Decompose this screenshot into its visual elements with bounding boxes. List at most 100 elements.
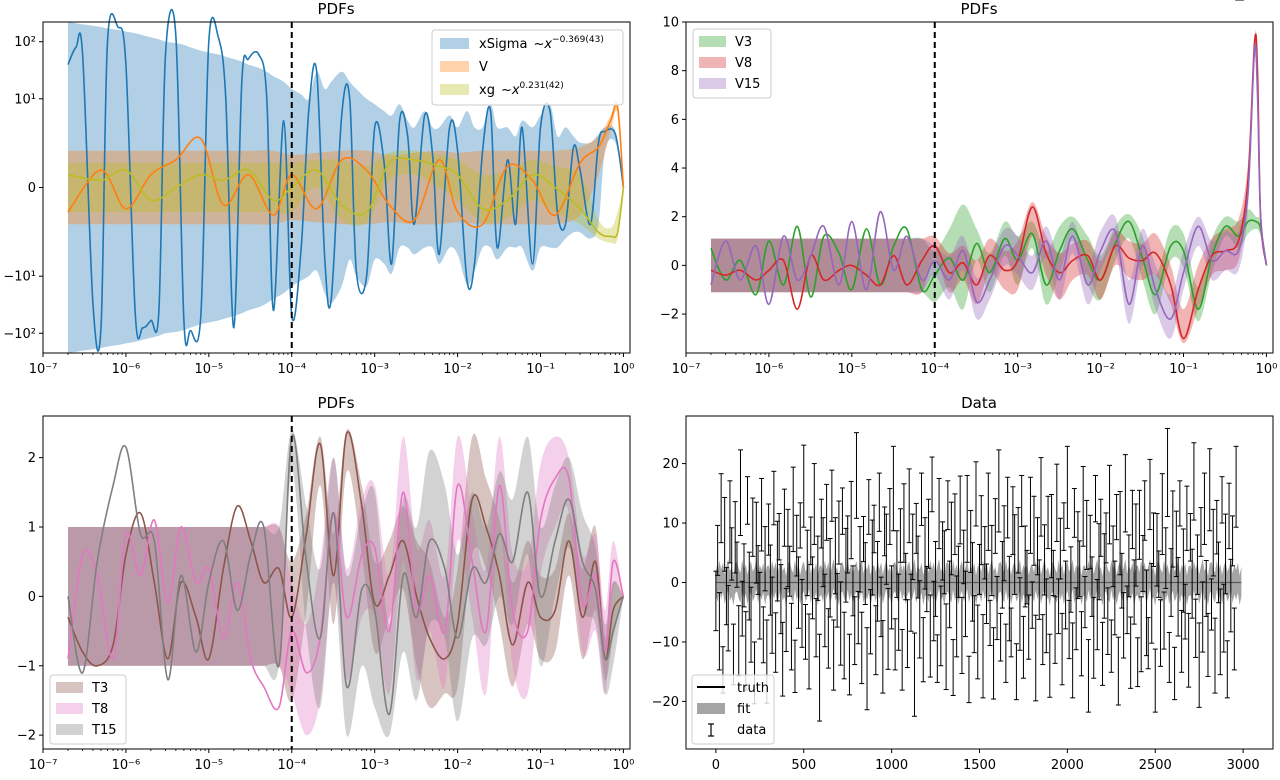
- data-point: [959, 596, 965, 674]
- data-point: [1047, 633, 1053, 698]
- data-point: [938, 585, 944, 667]
- data-point: [1230, 515, 1236, 567]
- y-tick-label: 1: [28, 521, 36, 536]
- x-tick-label: 10⁰: [1256, 362, 1278, 377]
- data-point: [1226, 482, 1232, 550]
- legend-label-t8: T8: [91, 702, 108, 717]
- y-axis-ticks: −2 −1 0 1 2: [17, 451, 43, 744]
- data-point: [841, 611, 847, 680]
- x-tick-label: 500: [791, 758, 816, 773]
- data-point: [934, 634, 940, 683]
- legend-label-data: data: [737, 723, 766, 738]
- data-point: [973, 461, 979, 527]
- data-point: [734, 541, 740, 588]
- data-point: [718, 473, 724, 544]
- chart-title: PDFs: [317, 0, 354, 18]
- data-point: [1070, 622, 1076, 699]
- data-point: [1126, 534, 1132, 598]
- data-point: [1208, 578, 1214, 631]
- data-point: [1064, 445, 1070, 529]
- x-tick-label: 2000: [1051, 758, 1084, 773]
- data-point: [1205, 612, 1211, 677]
- data-point: [829, 469, 835, 522]
- data-point: [1136, 489, 1142, 560]
- data-point: [1005, 476, 1011, 539]
- x-tick-label: 10⁻⁴: [920, 362, 949, 377]
- data-point: [846, 633, 852, 696]
- data-point: [1045, 495, 1051, 550]
- data-point: [797, 502, 803, 549]
- data-point: [936, 477, 942, 550]
- data-point: [971, 595, 977, 654]
- plot-area: [713, 0, 1244, 722]
- data-point: [920, 617, 926, 683]
- data-point: [836, 500, 842, 565]
- data-point: [866, 479, 872, 535]
- line-t15: [67, 434, 625, 716]
- data-point: [1115, 636, 1121, 706]
- data-point: [1207, 448, 1213, 532]
- data-point: [1212, 617, 1218, 694]
- legend-label-v15: V15: [735, 77, 760, 92]
- data-point: [762, 526, 768, 592]
- legend-swatch-xsigma: [440, 38, 469, 49]
- data-point: [919, 472, 925, 526]
- x-tick-label: 10⁻³: [360, 362, 389, 377]
- x-axis-ticks: 10⁻⁷ 10⁻⁶ 10⁻⁵ 10⁻⁴ 10⁻³ 10⁻² 10⁻¹ 10⁰: [672, 353, 1278, 377]
- data-point: [781, 488, 787, 547]
- data-point: [750, 497, 756, 557]
- x-tick-label: 10⁻⁶: [112, 362, 141, 377]
- x-tick-label: 10⁰: [613, 758, 635, 773]
- data-point: [966, 655, 972, 704]
- chart-title: Data: [961, 394, 997, 412]
- line-v15: [710, 44, 1268, 320]
- data-point: [892, 618, 898, 671]
- plot-frame: [42, 415, 631, 750]
- legend-label-fit: fit: [737, 702, 750, 717]
- data-point: [815, 535, 821, 601]
- data-point: [926, 498, 932, 569]
- legend-swatch-v3: [699, 36, 726, 47]
- data-point: [941, 530, 947, 595]
- data-point: [748, 586, 754, 663]
- data-point: [998, 612, 1004, 662]
- data-point: [1156, 550, 1162, 598]
- data-point: [1200, 581, 1206, 653]
- data-point: [1013, 643, 1019, 701]
- y-tick-label: −10¹: [3, 270, 36, 285]
- line-t3: [67, 430, 625, 667]
- band-v: [68, 100, 624, 225]
- y-tick-label: 4: [671, 162, 679, 177]
- legend-label-v3: V3: [735, 35, 752, 50]
- x-tick-label: 10⁻⁴: [277, 758, 306, 773]
- line-v: [67, 103, 625, 228]
- data-point: [783, 587, 789, 652]
- band-t3: [68, 428, 624, 709]
- data-point: [799, 579, 805, 648]
- data-point: [1147, 458, 1153, 531]
- data-point: [1052, 596, 1058, 664]
- data-point: [801, 444, 807, 528]
- data-point: [845, 515, 851, 574]
- y-axis-ticks: 10² 10¹ 0 −10¹ −10²: [3, 35, 43, 342]
- data-point: [989, 524, 995, 597]
- data-point: [1043, 578, 1049, 654]
- data-point: [987, 599, 993, 647]
- data-point: [1029, 581, 1035, 629]
- x-tick-label: 10⁻⁷: [29, 362, 58, 377]
- y-tick-label: −20: [652, 695, 679, 710]
- legend: T3 T8 T15: [49, 674, 127, 745]
- chart-title: PDFs: [317, 394, 354, 412]
- data-point: [1026, 594, 1032, 660]
- data-point: [964, 474, 970, 563]
- data-point: [1186, 612, 1192, 688]
- data-point: [1033, 614, 1039, 702]
- y-tick-label: −2: [17, 729, 36, 744]
- x-tick-label: 10⁻²: [443, 362, 472, 377]
- data-point: [773, 612, 779, 673]
- x-tick-label: 2500: [1139, 758, 1172, 773]
- y-tick-label: 20: [662, 457, 679, 472]
- data-point: [1166, 631, 1172, 683]
- data-point: [927, 594, 933, 678]
- y-axis-ticks: −20 −10 0 10 20: [652, 457, 686, 710]
